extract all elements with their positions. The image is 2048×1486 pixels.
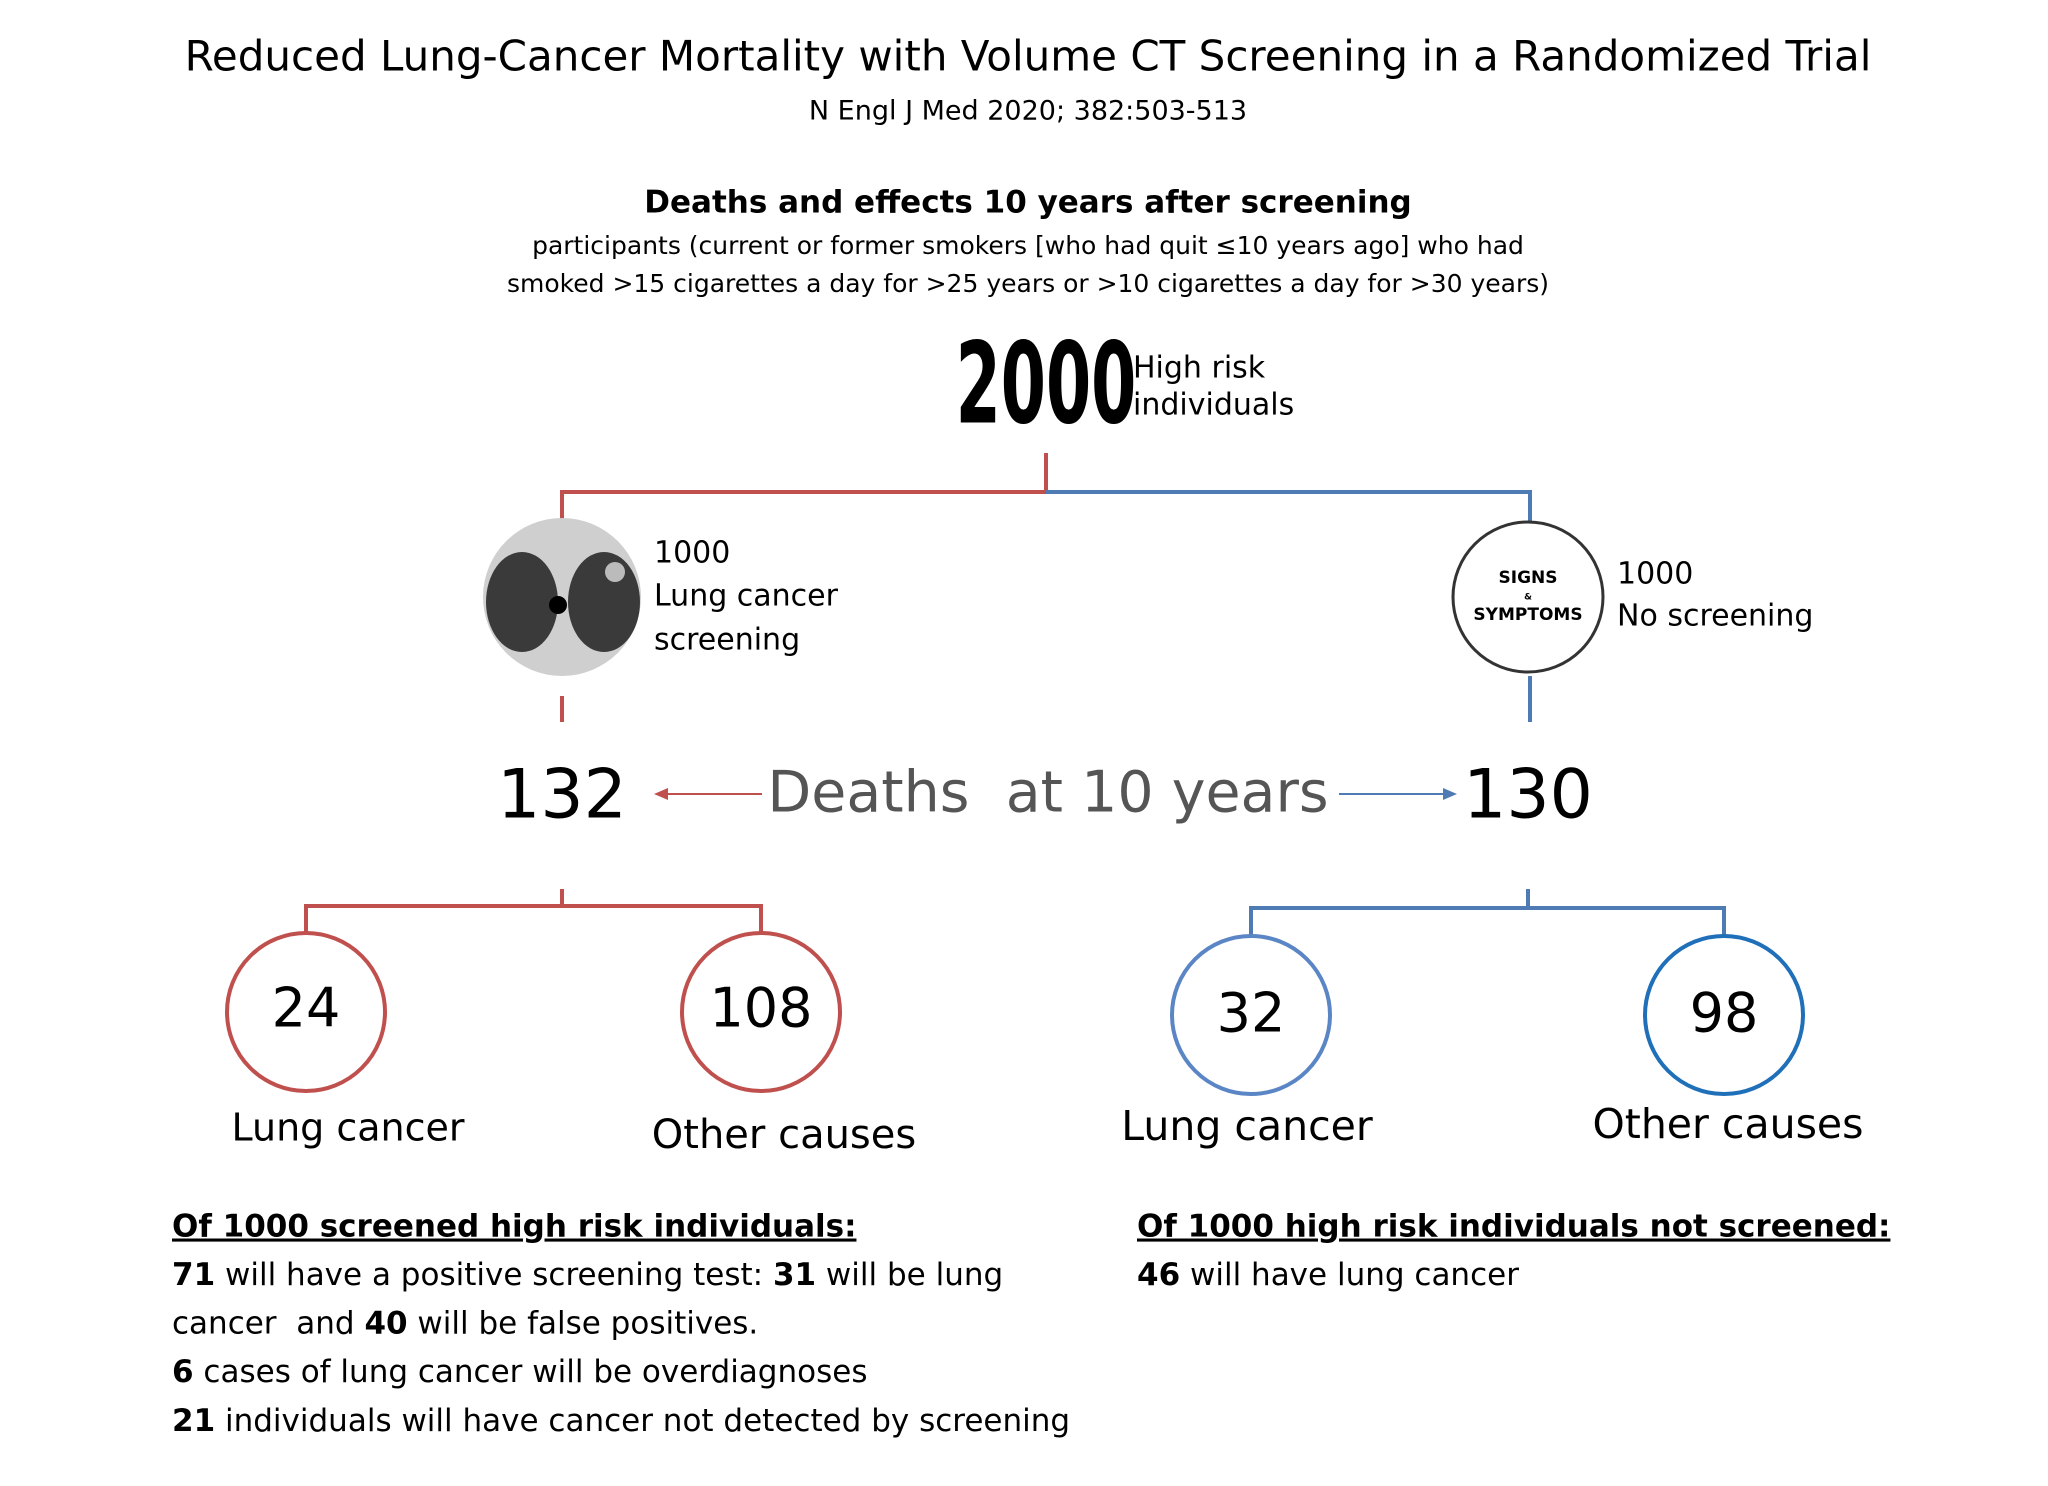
note-segment: will have a positive screening test: [215, 1257, 773, 1293]
outcome-circles [225, 931, 1805, 1096]
outcome-label: Lung cancer [1121, 1102, 1373, 1150]
note-segment: 31 [773, 1257, 816, 1293]
note-segment: will be false positives. [408, 1305, 759, 1341]
note-segment: individuals will have cancer not detecte… [215, 1402, 1070, 1438]
note-line: 71 will have a positive screening test: … [172, 1257, 1003, 1293]
unscreened-count: 1000 [1617, 557, 1693, 592]
note-heading: Of 1000 high risk individuals not screen… [1137, 1209, 1890, 1245]
citation: N Engl J Med 2020; 382:503-513 [809, 96, 1247, 127]
outcome-label: Lung cancer [231, 1106, 464, 1150]
icon-text: SIGNS [1499, 568, 1558, 588]
branch-left [560, 453, 1048, 722]
note-line: 6 cases of lung cancer will be overdiagn… [172, 1354, 867, 1390]
root-count: 2000 [956, 318, 1137, 449]
summary-heading: Deaths and effects 10 years after screen… [644, 185, 1411, 221]
note-segment: will have lung cancer [1180, 1257, 1519, 1293]
arrows [654, 788, 1457, 800]
note-line: 46 will have lung cancer [1137, 1257, 1519, 1293]
branch-left-deaths [304, 889, 763, 935]
notes: Of 1000 screened high risk individuals: 7… [172, 1209, 1890, 1439]
screened-label: Lung cancer [654, 579, 839, 614]
note-segment: 46 [1137, 1257, 1180, 1293]
screened-label: screening [654, 623, 800, 658]
note-line: 21 individuals will have cancer not dete… [172, 1402, 1070, 1438]
summary-line: participants (current or former smokers … [532, 231, 1524, 260]
note-segment: 21 [172, 1402, 215, 1438]
outcome-label: Other causes [652, 1112, 916, 1158]
outcome-label: Other causes [1592, 1100, 1863, 1148]
root-label: High risk [1133, 351, 1266, 386]
note-segment: cancer and [172, 1305, 364, 1341]
outcome-count: 24 [272, 977, 341, 1040]
screened-deaths: 132 [497, 756, 627, 835]
branch-right [1046, 490, 1532, 722]
note-segment: will be lung [816, 1257, 1003, 1293]
note-segment: 6 [172, 1354, 194, 1390]
outcome-count: 98 [1690, 982, 1759, 1045]
note-line: cancer and 40 will be false positives. [172, 1305, 758, 1341]
icon-text: & [1524, 593, 1532, 603]
screened-count: 1000 [654, 536, 730, 571]
ct-scan-icon [483, 518, 641, 676]
note-segment: 40 [364, 1305, 407, 1341]
summary-line: smoked >15 cigarettes a day for >25 year… [507, 269, 1549, 298]
note-segment: 71 [172, 1257, 215, 1293]
outcome-count: 32 [1217, 982, 1286, 1045]
tree-lines [304, 453, 1726, 935]
unscreened-deaths: 130 [1463, 756, 1593, 835]
branch-right-deaths [1249, 889, 1726, 935]
unscreened-label: No screening [1617, 599, 1813, 634]
outcome-count: 108 [709, 977, 812, 1040]
note-segment: cases of lung cancer will be overdiagnos… [194, 1354, 868, 1390]
icon-text: SYMPTOMS [1473, 605, 1582, 625]
note-heading: Of 1000 screened high risk individuals: [172, 1209, 856, 1245]
title: Reduced Lung-Cancer Mortality with Volum… [185, 32, 1872, 81]
root-label: individuals [1133, 388, 1294, 423]
deaths-label: Deaths at 10 years [767, 760, 1328, 826]
symptoms-icon [1451, 520, 1605, 674]
